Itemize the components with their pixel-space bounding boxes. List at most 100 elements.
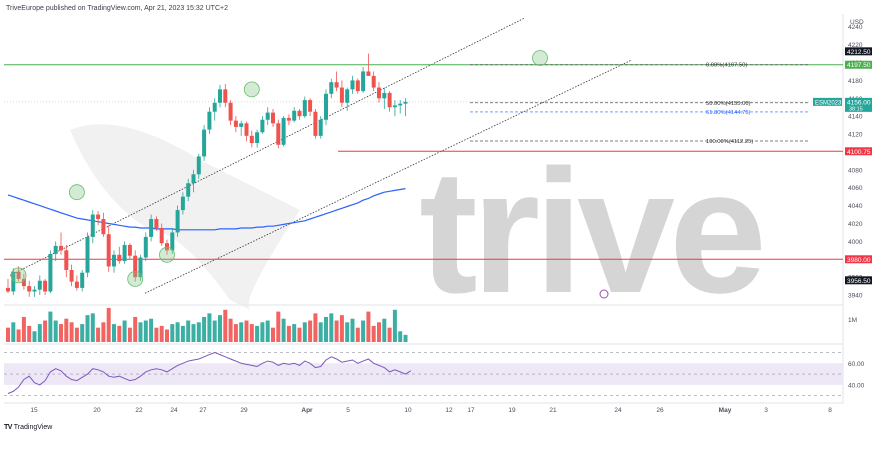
candle [318,116,323,139]
volume-bar [249,324,254,342]
price-tag-label: 4100.75 [847,149,871,156]
rsi-pane: 60.00 40.00 [4,351,865,396]
candle-body [11,271,16,292]
volume-bar [143,320,148,342]
candle-body [377,87,381,99]
volume-bar [350,318,355,342]
time-tick-label: 15 [30,407,38,414]
volume-bar [37,324,42,342]
volume-bar [233,324,238,342]
volume-bar [377,322,381,342]
candle-body [165,243,169,251]
publisher-line: TriveEurope published on TradingView.com… [6,5,228,12]
fib-level-label: 100.00%(4112.25) [706,139,753,145]
watermark-text: trive [419,134,761,330]
candle-body [265,112,270,120]
volume-bar [355,327,360,342]
price-tag-bg [845,147,872,156]
volume-bar [244,320,249,342]
rsi-line [7,351,412,394]
candle [112,250,116,273]
volume-bar [127,327,132,342]
candle [11,268,16,296]
volume-bar [165,329,169,342]
candle [313,109,318,139]
candle [382,87,387,110]
time-tick-label: 29 [240,407,248,414]
candle [59,232,63,255]
volume-bar [32,331,37,342]
candle-body [339,87,344,103]
time-tick-label: 3 [764,407,768,414]
candle [32,286,37,297]
candle-body [329,82,334,94]
volume-bar [212,320,217,342]
volume-bar [69,322,74,342]
volume-bar [112,324,116,342]
candle [292,107,297,123]
time-tick-label: 19 [508,407,516,414]
volume-bar [106,308,111,342]
candle-body [308,100,313,112]
volume-bar [345,322,350,342]
volume-bar [207,313,212,342]
candle-body [255,132,260,144]
candle-body [191,174,196,184]
rsi-band [4,363,843,385]
volume-bar [329,313,334,342]
fib-retracement: 0.00%(4197.50) 50.00%(4155.00) 61.80%(4144… [470,63,810,145]
time-tick-label: 10 [404,407,412,414]
candle-body [361,71,366,92]
candle [16,266,21,282]
volume-bar [403,334,408,342]
volume-bar [159,325,164,342]
candle-body [74,281,79,288]
volume-bar [191,324,196,342]
volume-bar [117,325,122,342]
candle [117,246,122,264]
candle [149,214,154,242]
candle-body [64,250,69,271]
candle-body [96,214,101,220]
candle-body [37,280,42,290]
candle-body [122,244,127,262]
candle-body [106,234,111,267]
fib-level-label: 61.80%(4144.75) [706,110,751,116]
volume-bar [392,309,397,342]
candle-body [398,103,403,106]
swing-marker-circle [159,246,175,263]
volume-bar [133,316,138,342]
swing-marker-circle [243,81,260,98]
candle [106,225,111,272]
volume-bar [265,320,270,342]
volume-bar [180,325,185,342]
time-tick-label: 24 [614,407,622,414]
candle-body [212,102,217,112]
candle [339,80,344,108]
price-tag-bg [845,47,872,56]
volume-bar [371,325,376,342]
candle-body [112,254,116,267]
candle [43,278,48,296]
candle-body [371,75,376,88]
volume-bar [6,327,10,342]
candle [223,83,228,108]
candle-body [233,120,238,127]
candle-body [249,135,254,144]
candle-body [302,100,307,117]
volume-bar [96,327,101,342]
price-tag-label: 4197.50 [847,62,871,69]
candle [180,192,185,215]
volume-scale-label: 1M [848,317,857,324]
candle [329,78,334,99]
time-tick-label: Apr [301,407,313,414]
channel-lower-line [144,59,633,294]
candle-body [292,110,297,121]
candle-body [318,119,323,136]
volume-bar [313,313,318,342]
candle [387,91,392,112]
tradingview-logo[interactable]: TV TradingView [4,424,52,431]
candle-body [43,280,48,292]
candle-body [69,270,74,282]
